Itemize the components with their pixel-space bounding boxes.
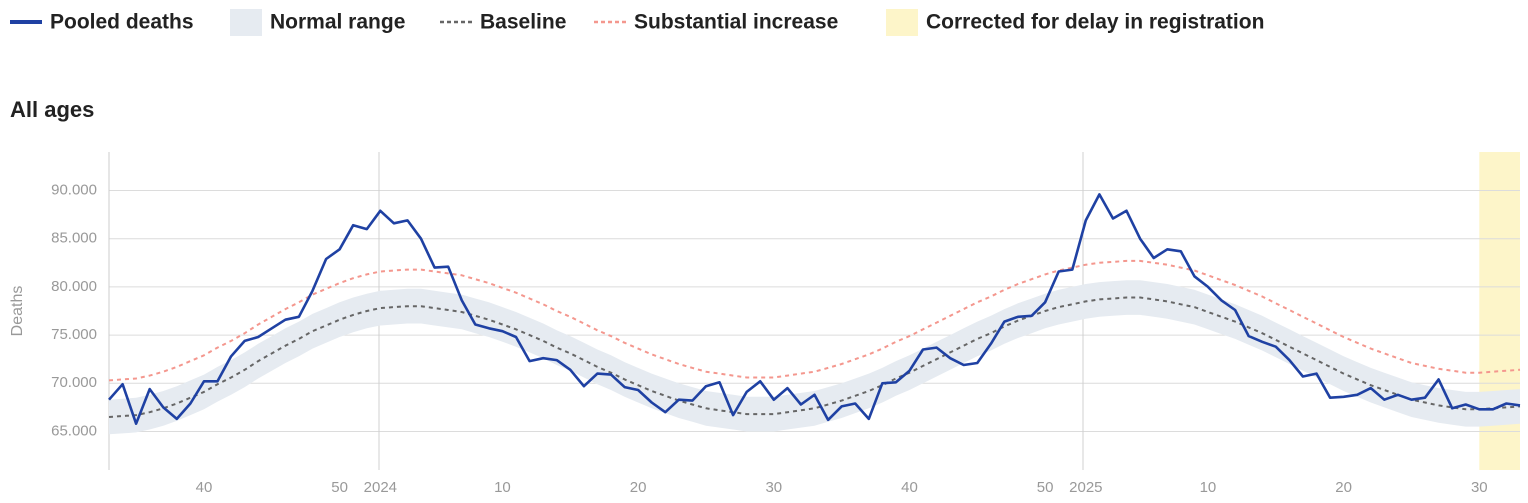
x-tick-label: 50 [1037, 479, 1054, 496]
x-tick-label: 50 [331, 479, 348, 496]
y-tick-label: 70.000 [51, 374, 97, 391]
legend-label: Corrected for delay in registration [926, 11, 1264, 34]
y-axis-label: Deaths [9, 286, 26, 337]
x-tick-label: 30 [765, 479, 782, 496]
x-tick-label: 10 [1200, 479, 1217, 496]
y-tick-label: 90.000 [51, 182, 97, 199]
legend-swatch [886, 9, 918, 36]
y-tick-label: 65.000 [51, 422, 97, 439]
legend-label: Pooled deaths [50, 11, 194, 34]
data-line [108, 193, 1521, 425]
y-tick-label: 75.000 [51, 326, 97, 343]
legend-label: Normal range [270, 11, 405, 34]
legend-label: Baseline [480, 11, 566, 34]
y-tick-label: 80.000 [51, 278, 97, 295]
chart-subtitle: All ages [10, 97, 94, 122]
legend-swatch [230, 9, 262, 36]
x-tick-label: 30 [1471, 479, 1488, 496]
dashed-line [108, 259, 1521, 382]
x-tick-label: 20 [630, 479, 647, 496]
x-tick-label: 2025 [1069, 479, 1102, 496]
legend-label: Substantial increase [634, 11, 838, 34]
y-tick-label: 85.000 [51, 230, 97, 247]
x-tick-label: 2024 [364, 479, 397, 496]
x-tick-label: 40 [196, 479, 213, 496]
normal-range [109, 280, 1520, 435]
x-tick-label: 10 [494, 479, 511, 496]
x-tick-label: 20 [1335, 479, 1352, 496]
dashed-line [108, 296, 1521, 418]
x-tick-label: 40 [901, 479, 918, 496]
